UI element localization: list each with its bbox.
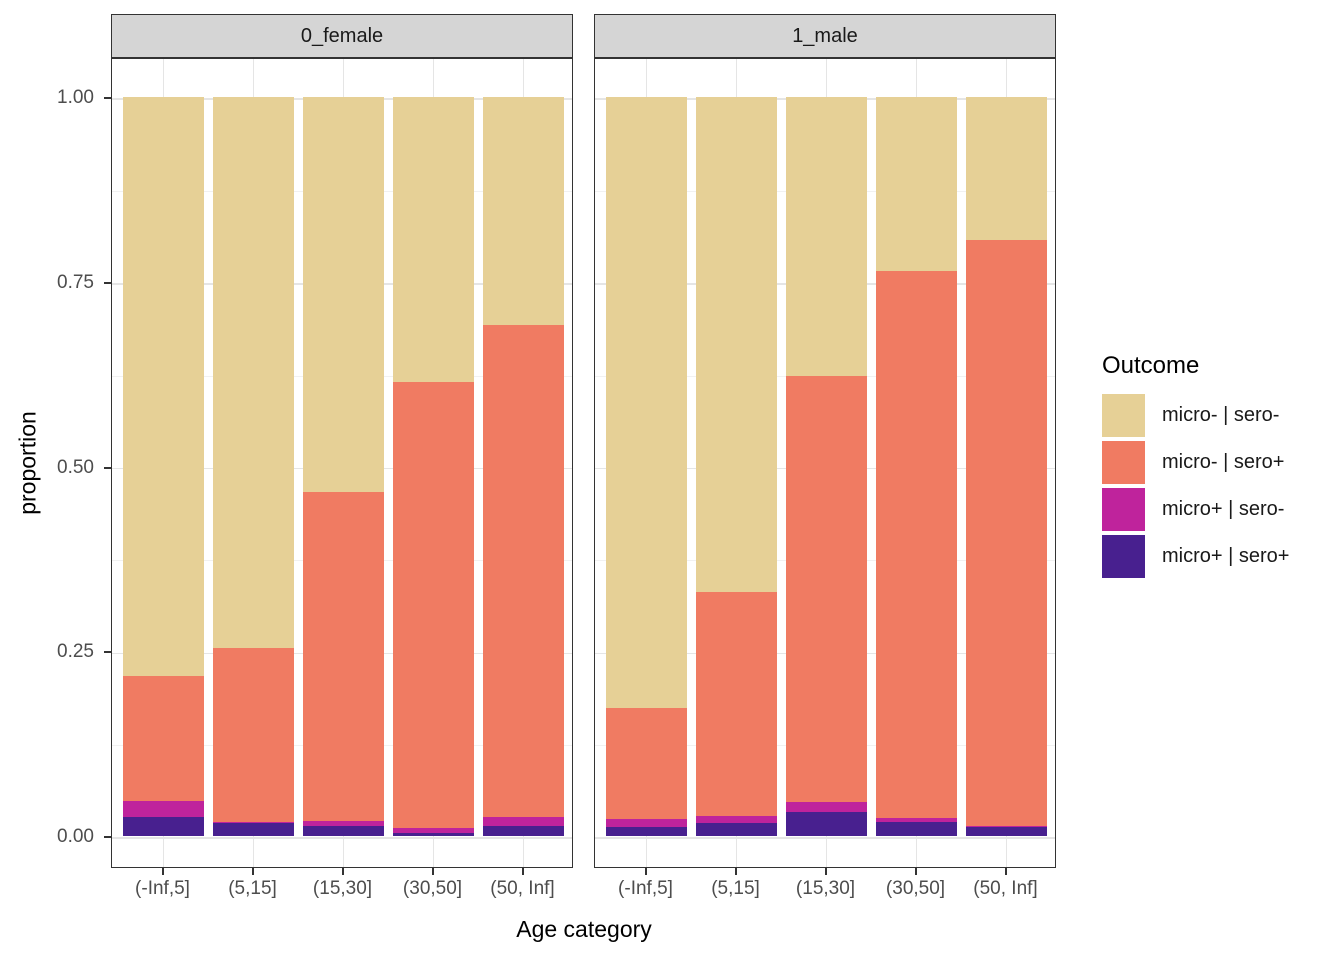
x-tick-label: (-Inf,5]	[618, 878, 673, 899]
bar-segment	[606, 827, 687, 836]
x-tick-label: (-Inf,5]	[135, 878, 190, 899]
bar-segment	[696, 816, 777, 824]
bar-segment	[393, 833, 474, 836]
x-axis-tick	[644, 868, 647, 875]
bar-segment	[876, 821, 957, 836]
bar-segment	[606, 97, 687, 709]
facet-strip: 0_female	[111, 14, 573, 58]
bar-segment	[213, 821, 294, 824]
bar-segment	[123, 676, 204, 801]
x-axis-tick	[251, 868, 254, 875]
bar-segment	[393, 97, 474, 382]
bar-segment	[303, 492, 384, 822]
bar-segment	[303, 821, 384, 826]
y-tick-label: 0.50	[57, 456, 94, 478]
gridline-major	[595, 837, 1055, 839]
y-axis-tick	[104, 836, 111, 838]
x-tick-label: (50, Inf]	[490, 878, 555, 899]
bar-segment	[876, 270, 957, 818]
y-tick-label: 0.00	[57, 826, 94, 847]
x-axis-tick	[521, 868, 524, 875]
legend-item-label: micro- | sero-	[1162, 404, 1280, 426]
legend-item-label: micro+ | sero-	[1162, 498, 1285, 520]
legend-item: micro+ | sero+	[1102, 535, 1289, 578]
bar-segment	[213, 823, 294, 836]
legend-swatch	[1102, 488, 1145, 531]
x-tick-label: (5,15]	[711, 878, 760, 899]
legend-swatch	[1102, 535, 1145, 578]
y-tick-label: 0.75	[57, 271, 94, 293]
x-tick-label: (15,30]	[795, 878, 856, 899]
bar-segment	[123, 800, 204, 817]
bar-segment	[213, 647, 294, 822]
bar-segment	[483, 97, 564, 325]
legend-items: micro- | sero-micro- | sero+ micro+ | ser…	[1102, 394, 1289, 578]
bar-segment	[393, 827, 474, 834]
legend-item: micro+ | sero-	[1102, 488, 1289, 531]
y-axis-tick	[104, 466, 111, 469]
bar-segment	[786, 97, 867, 376]
facet-panel	[594, 58, 1056, 868]
x-axis-tick	[824, 868, 827, 875]
legend-item: micro- | sero+	[1102, 441, 1289, 484]
x-axis-tick	[431, 868, 434, 875]
bar-segment	[876, 817, 957, 822]
bar-segment	[393, 381, 474, 828]
bar-segment	[483, 324, 564, 817]
bar-segment	[966, 240, 1047, 826]
x-tick-label: (30,50]	[402, 878, 463, 899]
bar-segment	[876, 97, 957, 271]
x-tick-label: (15,30]	[312, 878, 373, 899]
y-axis-tick	[104, 651, 111, 654]
x-axis-title: Age category	[516, 916, 652, 942]
legend: Outcome micro- | sero-micro- | sero+ micr…	[1102, 352, 1289, 582]
bar-segment	[606, 708, 687, 820]
bar-segment	[123, 97, 204, 677]
bar-segment	[786, 811, 867, 836]
bar-segment	[606, 819, 687, 828]
legend-item: micro- | sero-	[1102, 394, 1289, 437]
bar-segment	[786, 375, 867, 803]
bar-segment	[213, 97, 294, 648]
bar-segment	[123, 816, 204, 836]
x-axis-tick	[914, 868, 917, 875]
x-tick-label: (5,15]	[228, 878, 277, 899]
facet-panel	[111, 58, 573, 868]
bar-segment	[696, 823, 777, 836]
bar-segment	[696, 592, 777, 817]
y-axis-tick	[104, 281, 111, 284]
bar-segment	[786, 802, 867, 812]
x-axis-tick	[734, 868, 737, 875]
bar-segment	[303, 825, 384, 836]
x-axis-tick	[161, 868, 164, 875]
bar-segment	[966, 825, 1047, 828]
y-tick-label: 1.00	[57, 87, 94, 108]
legend-item-label: micro+ | sero+	[1162, 545, 1290, 567]
legend-title: Outcome	[1102, 352, 1200, 379]
bar-segment	[483, 816, 564, 827]
bar-segment	[966, 97, 1047, 241]
x-axis-tick	[341, 868, 344, 875]
bar-segment	[696, 97, 777, 593]
bar-segment	[303, 97, 384, 493]
x-tick-label: (30,50]	[885, 878, 946, 899]
facet-strip: 1_male	[594, 14, 1056, 58]
gridline-major	[112, 837, 572, 839]
y-tick-label: 0.25	[57, 641, 94, 663]
bar-segment	[483, 826, 564, 836]
legend-swatch	[1102, 441, 1145, 484]
y-axis-tick	[104, 97, 111, 99]
legend-swatch	[1102, 394, 1145, 437]
bar-segment	[966, 827, 1047, 836]
legend-item-label: micro- | sero+	[1162, 451, 1285, 473]
x-axis-tick	[1004, 868, 1007, 875]
x-tick-label: (50, Inf]	[973, 878, 1038, 899]
